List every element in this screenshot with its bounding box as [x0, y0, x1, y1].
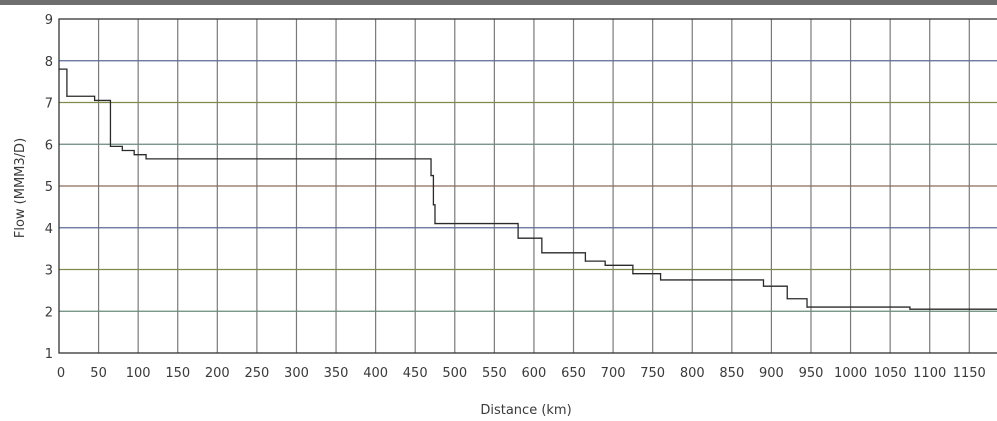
y-tick-label: 1 [45, 347, 53, 362]
x-tick-label: 650 [561, 366, 586, 381]
series-point [806, 306, 808, 308]
x-tick-label: 450 [403, 366, 428, 381]
plot-frame [58, 18, 997, 354]
series-point [66, 95, 68, 97]
x-tick-label: 950 [799, 366, 824, 381]
series-point [541, 252, 543, 254]
top-strip [0, 0, 997, 5]
x-tick-label: 800 [680, 366, 705, 381]
series-point [632, 273, 634, 275]
x-tick-label: 900 [759, 366, 784, 381]
series-point [434, 222, 436, 225]
y-tick-label: 8 [45, 55, 53, 70]
x-tick-label: 750 [640, 366, 665, 381]
series-point [517, 237, 519, 239]
series-point [584, 260, 586, 262]
x-tick-label: 100 [126, 366, 151, 381]
series-point [909, 308, 911, 310]
horizontal-gridlines [59, 60, 997, 312]
x-tick-label: 500 [442, 366, 467, 381]
y-tick-label: 7 [45, 97, 53, 112]
x-tick-label: 1150 [953, 366, 986, 381]
flow-series-line [59, 68, 997, 310]
series-point [94, 99, 96, 102]
x-tick-label: 350 [324, 366, 349, 381]
x-tick-label: 150 [165, 366, 190, 381]
y-tick-label: 4 [45, 222, 53, 237]
x-tick-label: 1000 [834, 366, 867, 381]
series-point [762, 285, 765, 287]
x-tick-label: 250 [244, 366, 269, 381]
y-tick-label: 6 [45, 138, 53, 153]
y-tick-labels: 1 2 3 4 5 6 7 8 9 [45, 13, 53, 362]
series-point [109, 145, 112, 147]
y-axis-title: Flow (MMM3/D) [13, 138, 28, 238]
x-tick-label: 850 [719, 366, 744, 381]
series-point [145, 158, 147, 160]
x-tick-label: 1050 [874, 366, 907, 381]
y-tick-label: 3 [45, 264, 53, 279]
series-point [133, 154, 135, 156]
x-axis-title: Distance (km) [480, 403, 571, 418]
series-point [430, 174, 432, 177]
x-tick-label: 600 [522, 366, 547, 381]
series-point [604, 264, 606, 266]
series-group [58, 68, 997, 310]
x-tick-label: 700 [601, 366, 626, 381]
series-point [121, 149, 123, 152]
x-tick-label: 50 [90, 366, 107, 381]
x-tick-label: 1100 [913, 366, 946, 381]
series-point [432, 204, 435, 206]
y-tick-label: 2 [45, 305, 53, 320]
series-point [786, 298, 788, 300]
series-point [659, 279, 662, 281]
x-tick-label: 300 [284, 366, 309, 381]
x-tick-labels: 0 50 100 150 200 250 300 350 400 450 500 550 600 650 7… [57, 366, 986, 381]
y-tick-label: 5 [45, 180, 53, 195]
y-tick-label: 9 [45, 13, 53, 28]
x-tick-label: 400 [363, 366, 388, 381]
x-tick-label: 200 [205, 366, 230, 381]
series-point [58, 68, 60, 70]
x-tick-label: 550 [482, 366, 507, 381]
x-tick-label: 0 [57, 366, 65, 381]
